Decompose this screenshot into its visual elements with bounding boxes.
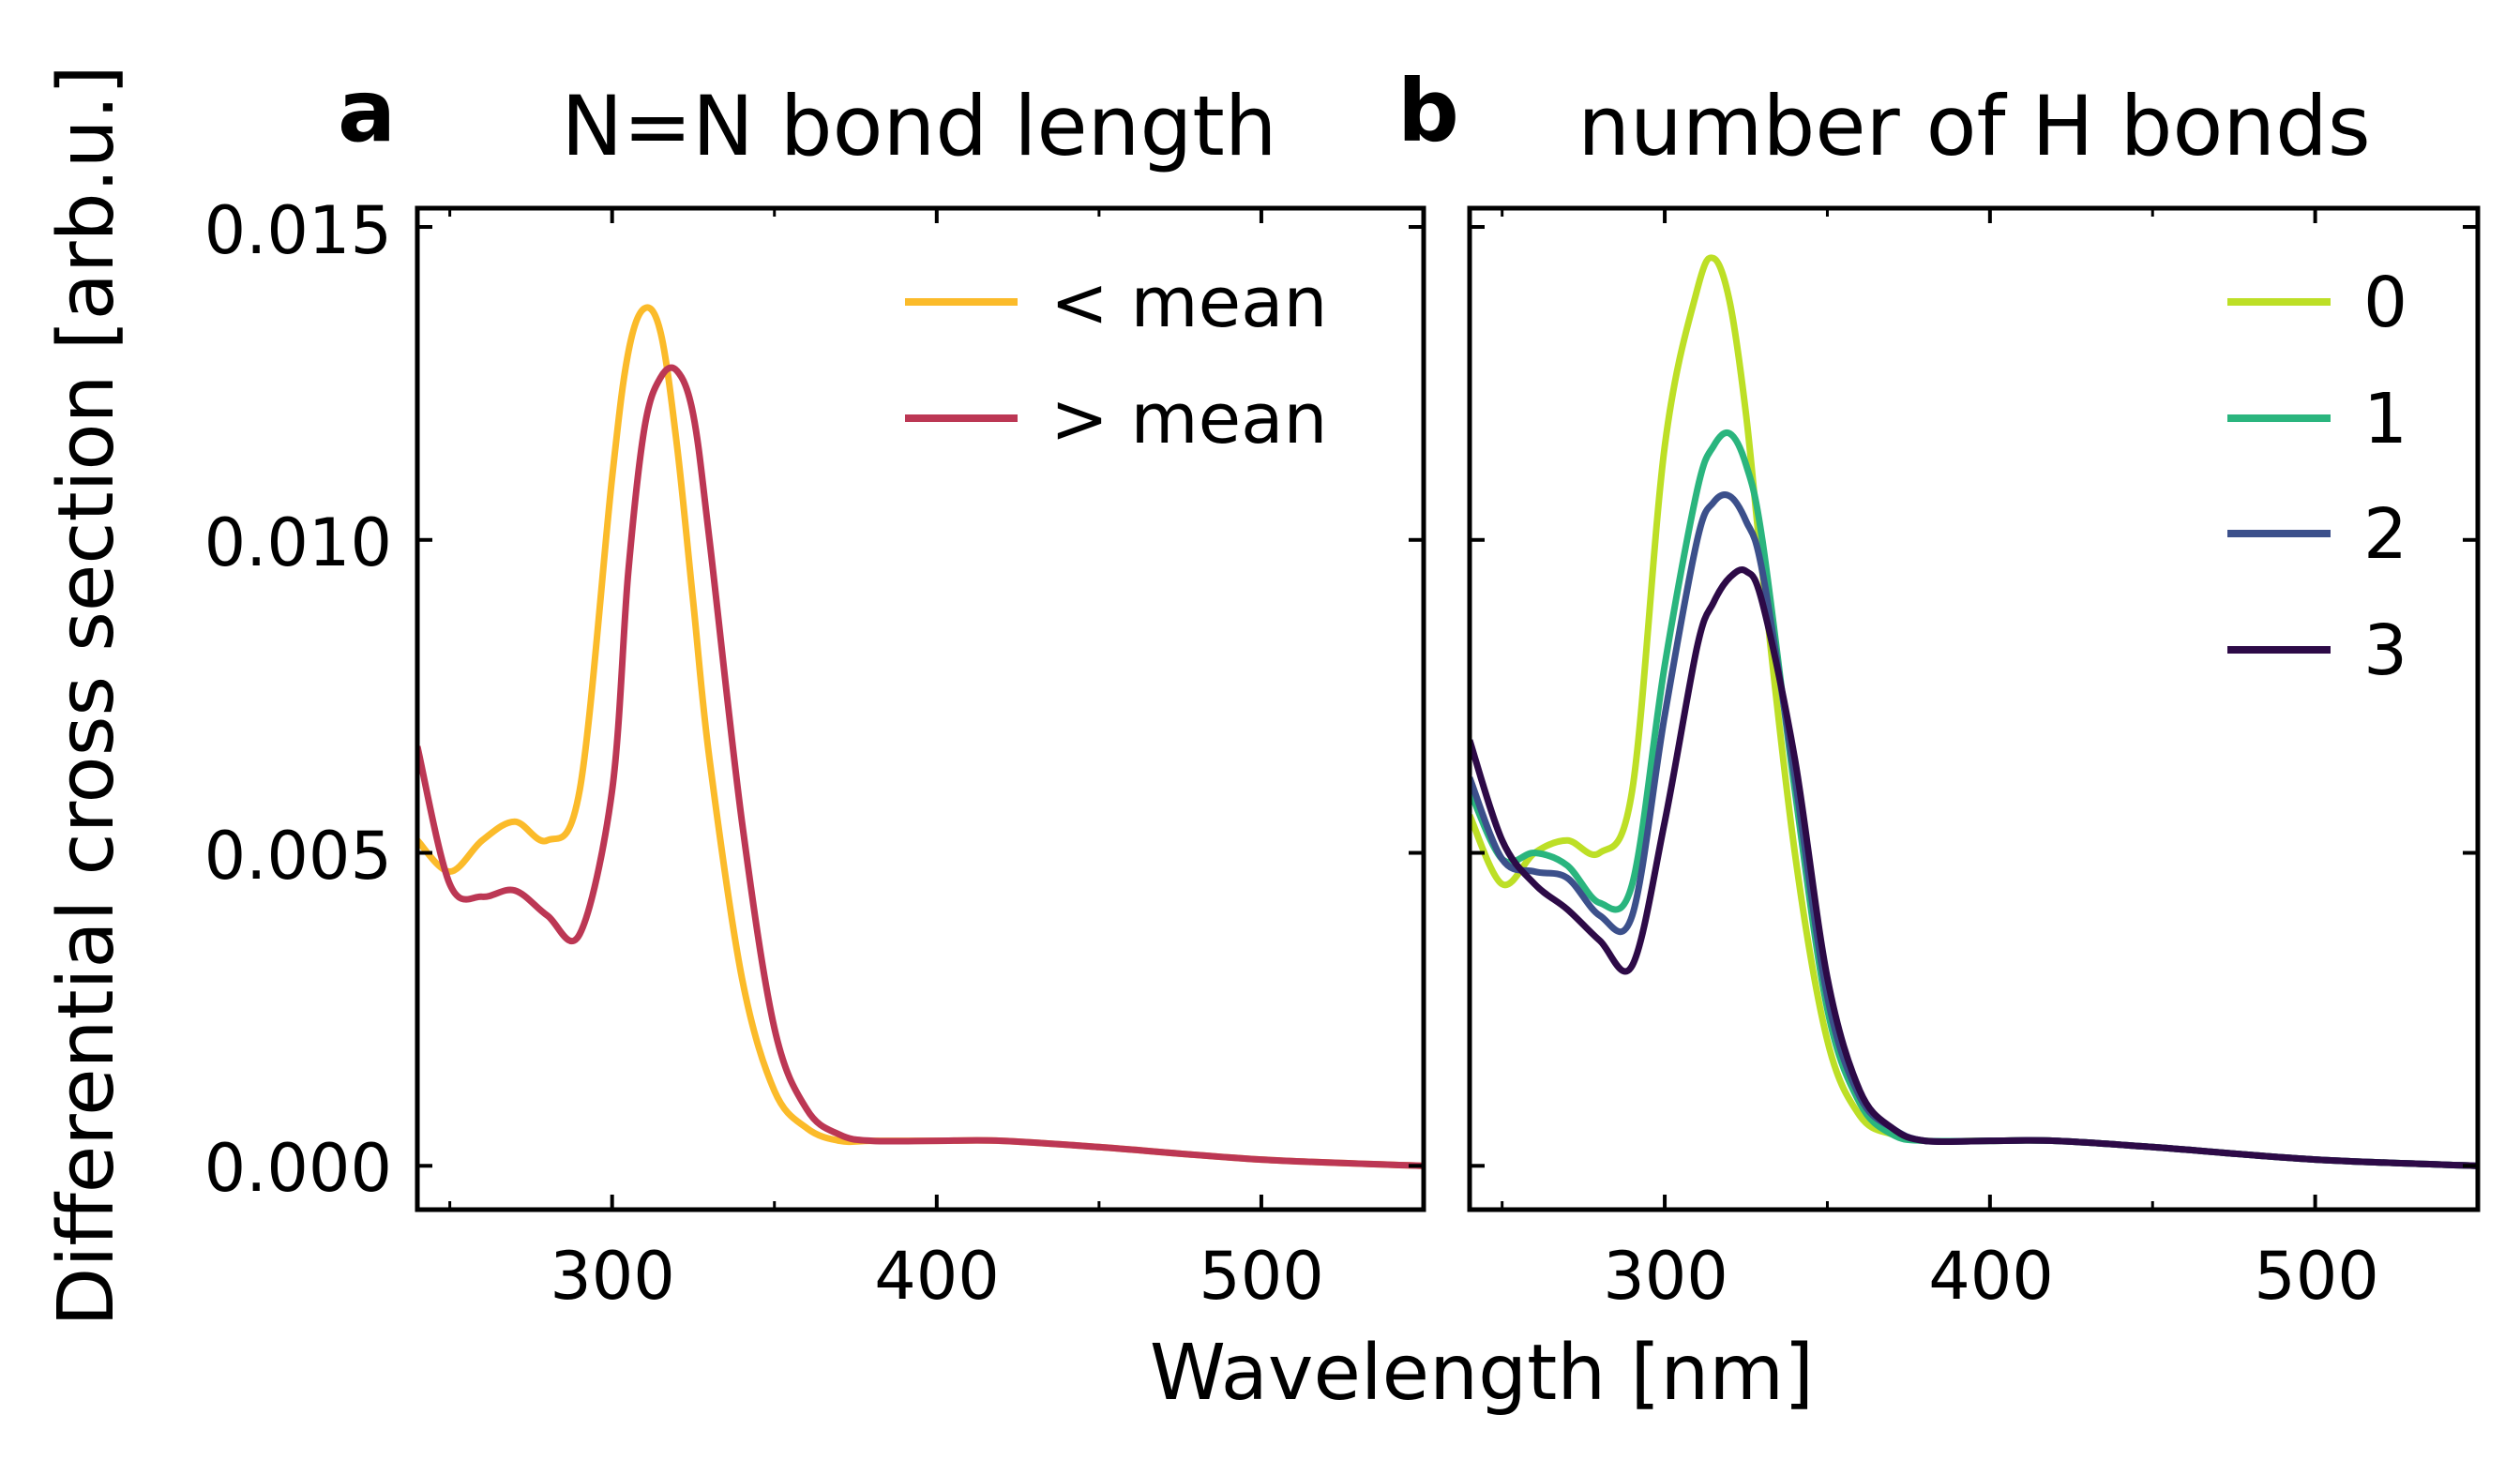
xtick-label: 400: [874, 1238, 1000, 1315]
panel-a-xtick-labels: 300 400 500: [550, 1238, 1324, 1315]
xtick-label: 300: [550, 1238, 675, 1315]
panel-a-letter: a: [338, 61, 396, 161]
ytick-label: 0.005: [204, 818, 392, 895]
ytick-label: 0.000: [204, 1130, 392, 1207]
panel-b: b number of H bonds 300 400 500 0 1 2 3: [1397, 61, 2481, 1315]
legend-label-lt-mean: < mean: [1050, 263, 1327, 343]
x-axis-label: Wavelength [nm]: [1150, 1329, 1814, 1418]
series-line-b-0: [1470, 254, 2478, 1169]
xtick-label: 500: [1199, 1238, 1324, 1315]
panel-a-title: N=N bond length: [561, 78, 1276, 174]
panel-b-legend: 0 1 2 3: [2227, 263, 2407, 691]
legend-label-3: 3: [2363, 610, 2407, 691]
ytick-label: 0.010: [204, 504, 392, 581]
panel-b-title: number of H bonds: [1577, 78, 2371, 174]
ytick-label: 0.015: [204, 192, 392, 269]
legend-label-gt-mean: > mean: [1050, 379, 1327, 459]
series-line-a-1: [417, 364, 1424, 1169]
legend-label-1: 1: [2363, 379, 2407, 459]
xtick-label: 500: [2254, 1238, 2379, 1315]
series-line-b-1: [1470, 429, 2478, 1169]
panel-b-xtick-labels: 300 400 500: [1603, 1238, 2379, 1315]
panel-a-series: [417, 304, 1424, 1169]
panel-b-letter: b: [1397, 61, 1459, 161]
legend-label-0: 0: [2363, 263, 2407, 343]
panel-b-series: [1470, 254, 2478, 1169]
panel-a-ticks: [417, 208, 1426, 1210]
xtick-label: 300: [1603, 1238, 1728, 1315]
panel-a: a N=N bond length 0.015 0.010 0.005 0.00…: [204, 61, 1426, 1315]
panel-b-ticks: [1470, 208, 2480, 1210]
series-line-b-3: [1470, 566, 2478, 1169]
panel-a-frame: [415, 205, 1426, 1212]
y-axis-label: Differential cross section [arb.u.]: [42, 65, 131, 1326]
panel-a-legend: < mean > mean: [905, 263, 1327, 459]
panel-b-frame: [1467, 205, 2481, 1212]
legend-label-2: 2: [2363, 494, 2407, 575]
xtick-label: 400: [1928, 1238, 2054, 1315]
panel-a-ytick-labels: 0.015 0.010 0.005 0.000: [204, 192, 392, 1207]
